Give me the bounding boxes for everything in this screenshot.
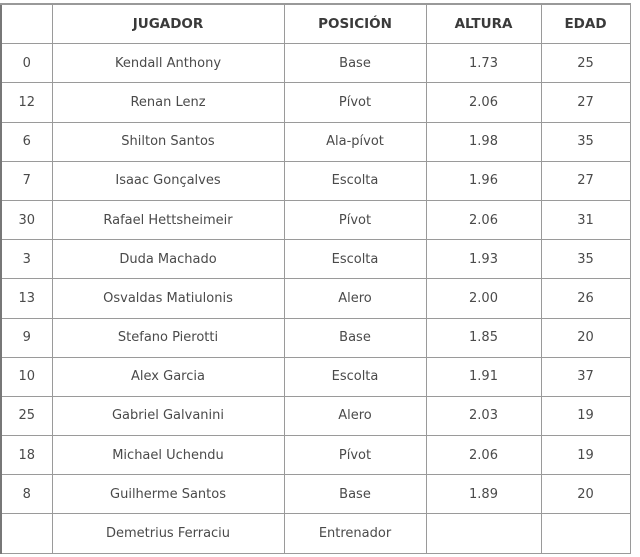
cell-player: Isaac Gonçalves <box>51 160 285 201</box>
cell-position: Escolta <box>283 356 427 397</box>
cell-number: 8 <box>0 474 53 515</box>
cell-position: Escolta <box>283 239 427 280</box>
cell-number: 10 <box>0 356 53 397</box>
cell-player: Shilton Santos <box>51 121 285 162</box>
header-position: POSICIÓN <box>283 3 427 45</box>
cell-player: Gabriel Galvanini <box>51 395 285 437</box>
cell-number: 13 <box>0 278 53 319</box>
table-row: 30 Rafael Hettsheimeir Pívot 2.06 31 <box>0 199 631 241</box>
cell-height: 1.98 <box>425 121 542 162</box>
cell-height: 1.93 <box>425 239 542 280</box>
cell-position: Escolta <box>283 160 427 201</box>
cell-number <box>0 513 53 554</box>
cell-player: Alex Garcia <box>51 356 285 397</box>
cell-height: 1.91 <box>425 356 542 397</box>
cell-age: 35 <box>540 121 631 162</box>
cell-player: Rafael Hettsheimeir <box>51 199 285 241</box>
cell-position: Base <box>283 43 427 84</box>
cell-player: Renan Lenz <box>51 82 285 123</box>
table-row: 25 Gabriel Galvanini Alero 2.03 19 <box>0 395 631 437</box>
table-row: 8 Guilherme Santos Base 1.89 20 <box>0 474 631 515</box>
cell-player: Michael Uchendu <box>51 435 285 476</box>
cell-player: Demetrius Ferraciu <box>51 513 285 554</box>
cell-position: Entrenador <box>283 513 427 554</box>
roster-table: JUGADOR POSICIÓN ALTURA EDAD 0 Kendall Antho… <box>0 3 631 554</box>
cell-height: 2.06 <box>425 435 542 476</box>
cell-age: 27 <box>540 160 631 201</box>
cell-height: 1.73 <box>425 43 542 84</box>
cell-number: 6 <box>0 121 53 162</box>
cell-age: 25 <box>540 43 631 84</box>
cell-position: Alero <box>283 278 427 319</box>
cell-number: 3 <box>0 239 53 280</box>
cell-height: 1.85 <box>425 317 542 358</box>
cell-position: Pívot <box>283 82 427 123</box>
cell-age: 35 <box>540 239 631 280</box>
cell-age: 31 <box>540 199 631 241</box>
cell-height: 1.89 <box>425 474 542 515</box>
cell-age: 37 <box>540 356 631 397</box>
cell-position: Base <box>283 317 427 358</box>
cell-height: 2.06 <box>425 82 542 123</box>
cell-position: Pívot <box>283 435 427 476</box>
table-row: 0 Kendall Anthony Base 1.73 25 <box>0 43 631 84</box>
cell-age: 19 <box>540 435 631 476</box>
table-row: 10 Alex Garcia Escolta 1.91 37 <box>0 356 631 397</box>
cell-player: Duda Machado <box>51 239 285 280</box>
cell-number: 0 <box>0 43 53 84</box>
cell-height: 2.00 <box>425 278 542 319</box>
cell-age: 19 <box>540 395 631 437</box>
cell-age: 20 <box>540 474 631 515</box>
table-row: 7 Isaac Gonçalves Escolta 1.96 27 <box>0 160 631 201</box>
table-row: 3 Duda Machado Escolta 1.93 35 <box>0 239 631 280</box>
cell-height: 2.06 <box>425 199 542 241</box>
cell-number: 9 <box>0 317 53 358</box>
table-row: 18 Michael Uchendu Pívot 2.06 19 <box>0 435 631 476</box>
header-row: JUGADOR POSICIÓN ALTURA EDAD <box>0 3 631 45</box>
table-row: 13 Osvaldas Matiulonis Alero 2.00 26 <box>0 278 631 319</box>
header-number <box>0 3 53 45</box>
cell-player: Kendall Anthony <box>51 43 285 84</box>
cell-number: 18 <box>0 435 53 476</box>
cell-number: 12 <box>0 82 53 123</box>
cell-age: 26 <box>540 278 631 319</box>
cell-position: Base <box>283 474 427 515</box>
cell-age <box>540 513 631 554</box>
cell-position: Pívot <box>283 199 427 241</box>
cell-player: Stefano Pierotti <box>51 317 285 358</box>
cell-height: 2.03 <box>425 395 542 437</box>
cell-position: Ala-pívot <box>283 121 427 162</box>
cell-height: 1.96 <box>425 160 542 201</box>
cell-age: 27 <box>540 82 631 123</box>
table-row: Demetrius Ferraciu Entrenador <box>0 513 631 554</box>
header-player: JUGADOR <box>51 3 285 45</box>
cell-player: Osvaldas Matiulonis <box>51 278 285 319</box>
header-height: ALTURA <box>425 3 542 45</box>
header-age: EDAD <box>540 3 631 45</box>
cell-height <box>425 513 542 554</box>
table-row: 9 Stefano Pierotti Base 1.85 20 <box>0 317 631 358</box>
cell-player: Guilherme Santos <box>51 474 285 515</box>
cell-age: 20 <box>540 317 631 358</box>
table-row: 12 Renan Lenz Pívot 2.06 27 <box>0 82 631 123</box>
cell-number: 25 <box>0 395 53 437</box>
cell-position: Alero <box>283 395 427 437</box>
table-row: 6 Shilton Santos Ala-pívot 1.98 35 <box>0 121 631 162</box>
cell-number: 7 <box>0 160 53 201</box>
cell-number: 30 <box>0 199 53 241</box>
